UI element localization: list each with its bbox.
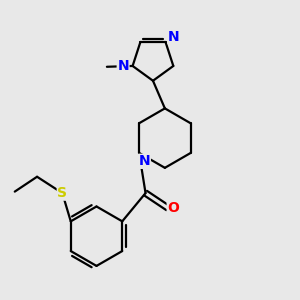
Text: N: N (168, 30, 180, 44)
Text: N: N (139, 154, 150, 168)
Text: S: S (57, 186, 67, 200)
Text: N: N (117, 59, 129, 73)
Text: O: O (167, 201, 179, 215)
